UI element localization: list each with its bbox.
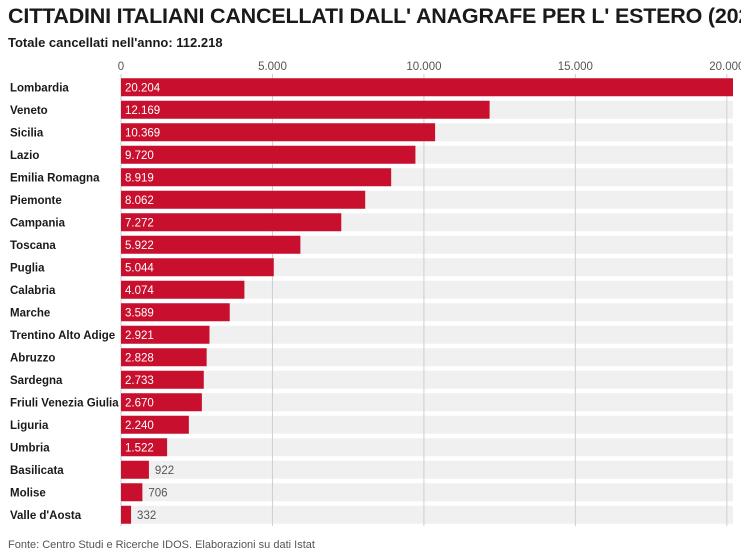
bar (121, 78, 733, 97)
value-label: 10.369 (125, 127, 160, 139)
category-label: Marche (10, 307, 50, 319)
value-label: 2.828 (125, 352, 154, 364)
category-label: Sicilia (10, 127, 44, 139)
bar-track (121, 483, 733, 502)
value-label: 5.922 (125, 240, 154, 252)
bar-track (121, 280, 733, 299)
category-label: Friuli Venezia Giulia (10, 397, 119, 409)
bar (121, 370, 204, 389)
category-label: Lombardia (10, 82, 69, 94)
bar (121, 303, 230, 322)
x-tick-label: 10.000 (406, 61, 441, 73)
bar (121, 258, 274, 277)
value-label: 2.670 (125, 397, 154, 409)
bar-track (121, 370, 733, 389)
value-label: 8.062 (125, 195, 154, 207)
bar (121, 190, 366, 209)
category-label: Campania (10, 217, 66, 229)
bar (121, 123, 436, 142)
value-label: 9.720 (125, 150, 154, 162)
bar (121, 415, 189, 434)
bar (121, 393, 202, 412)
category-label: Umbria (10, 442, 50, 454)
bar (121, 168, 392, 187)
category-label: Sardegna (10, 375, 63, 387)
value-label: 8.919 (125, 172, 154, 184)
bar-track (121, 505, 733, 524)
bar-track (121, 460, 733, 479)
category-label: Calabria (10, 285, 56, 297)
bar-track (121, 348, 733, 367)
category-label: Valle d'Aosta (10, 510, 82, 522)
category-label: Abruzzo (10, 352, 55, 364)
x-tick-label: 5.000 (258, 61, 287, 73)
source-note: Fonte: Centro Studi e Ricerche IDOS. Ela… (8, 539, 315, 551)
bar-track (121, 415, 733, 434)
category-label: Liguria (10, 420, 49, 432)
value-label: 706 (148, 487, 167, 499)
bar (121, 325, 210, 344)
value-label: 332 (137, 510, 156, 522)
bar-track (121, 325, 733, 344)
value-label: 2.240 (125, 420, 154, 432)
bar-track (121, 258, 733, 277)
bar (121, 348, 207, 367)
x-tick-label: 15.000 (558, 61, 593, 73)
value-label: 922 (155, 465, 174, 477)
value-label: 12.169 (125, 105, 160, 117)
bar (121, 100, 490, 119)
category-label: Basilicata (10, 465, 64, 477)
value-label: 4.074 (125, 285, 154, 297)
value-label: 2.733 (125, 375, 154, 387)
bar (121, 505, 132, 524)
value-label: 7.272 (125, 217, 154, 229)
chart-title: CITTADINI ITALIANI CANCELLATI DALL' ANAG… (8, 4, 741, 28)
x-tick-label: 0 (118, 61, 124, 73)
category-label: Puglia (10, 262, 45, 274)
category-label: Lazio (10, 150, 39, 162)
value-label: 20.204 (125, 82, 161, 94)
bar (121, 280, 245, 299)
bar (121, 213, 342, 232)
bar-track (121, 303, 733, 322)
chart-subtitle: Totale cancellati nell'anno: 112.218 (8, 35, 223, 50)
bar (121, 235, 301, 254)
x-tick-label: 20.000 (709, 61, 741, 73)
value-label: 5.044 (125, 262, 154, 274)
category-label: Piemonte (10, 195, 62, 207)
category-label: Molise (10, 487, 46, 499)
bar-track (121, 438, 733, 457)
value-label: 1.522 (125, 442, 154, 454)
category-label: Toscana (10, 240, 56, 252)
bar-track (121, 393, 733, 412)
bar (121, 438, 168, 457)
bar (121, 483, 143, 502)
category-label: Trentino Alto Adige (10, 330, 115, 342)
category-label: Veneto (10, 105, 48, 117)
value-label: 2.921 (125, 330, 154, 342)
value-label: 3.589 (125, 307, 154, 319)
category-label: Emilia Romagna (10, 172, 100, 184)
bar (121, 145, 416, 164)
bar (121, 460, 149, 479)
bar-chart: 0 5.000 10.000 15.000 20.000 Lombardia 20.204 V… (10, 61, 741, 526)
